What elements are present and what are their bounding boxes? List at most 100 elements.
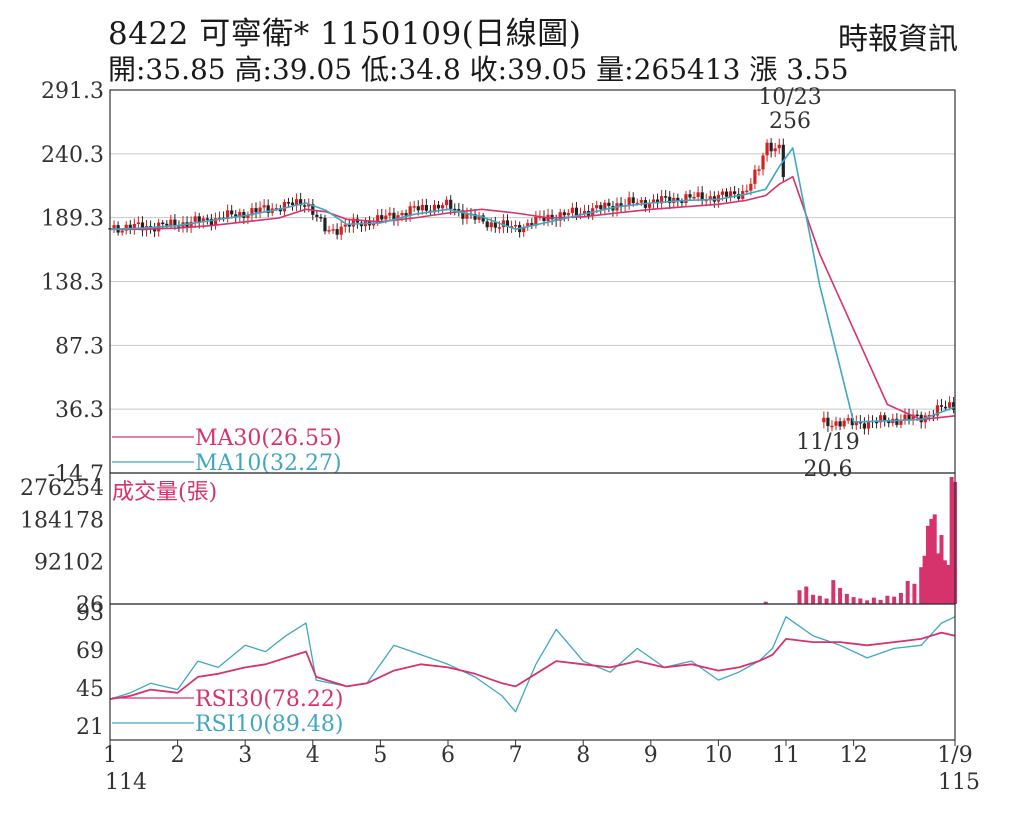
candle-body bbox=[635, 202, 639, 205]
candle-body bbox=[238, 211, 242, 218]
candle-body bbox=[834, 421, 838, 426]
candle-body bbox=[737, 194, 741, 199]
price-tick-label: -14.7 bbox=[48, 462, 104, 487]
ma30-line bbox=[110, 175, 956, 421]
candle-body bbox=[631, 197, 635, 204]
candle-body bbox=[639, 200, 643, 203]
candle-body bbox=[570, 207, 574, 213]
candle-body bbox=[952, 402, 956, 410]
rsi10-line bbox=[109, 616, 956, 713]
ma30-legend-label: MA30(26.55) bbox=[195, 426, 342, 451]
candle-body bbox=[497, 227, 501, 229]
volume-tick-label: 276254 bbox=[20, 476, 104, 501]
candle-body bbox=[684, 194, 688, 203]
x-year-start-label: 114 bbox=[105, 770, 147, 795]
candle-body bbox=[319, 216, 323, 219]
candle-body bbox=[473, 213, 477, 220]
price-tick-label: 87.3 bbox=[55, 334, 104, 359]
candle-body bbox=[574, 207, 579, 216]
candle-body bbox=[282, 202, 287, 212]
candle-body bbox=[509, 226, 514, 228]
candle-body bbox=[205, 218, 209, 220]
candle-body bbox=[501, 220, 506, 228]
candle-body bbox=[879, 415, 883, 423]
price-tick-label: 138.3 bbox=[41, 271, 104, 296]
volume-bar bbox=[865, 600, 870, 604]
x-tick-label: 9 bbox=[644, 743, 658, 768]
x-tick-label: 7 bbox=[509, 743, 523, 768]
candle-body bbox=[603, 202, 607, 210]
volume-bar bbox=[838, 587, 843, 604]
candle-body bbox=[911, 414, 915, 420]
candle-body bbox=[136, 222, 140, 224]
volume-bar bbox=[905, 581, 910, 604]
candle-body bbox=[514, 224, 518, 227]
candle-body bbox=[842, 420, 846, 427]
candle-body bbox=[493, 222, 497, 228]
volume-bar bbox=[919, 567, 924, 604]
rsi-tick-label: 69 bbox=[76, 639, 104, 664]
volume-bar bbox=[892, 596, 897, 604]
rsi-tick-label: 93 bbox=[76, 601, 104, 626]
candle-body bbox=[522, 226, 526, 233]
chart-title: 8422 可寧衛* 1150109(日線圖) bbox=[108, 16, 582, 52]
candle-body bbox=[866, 420, 871, 429]
candle-body bbox=[173, 219, 177, 227]
candle-body bbox=[424, 205, 428, 211]
peak-date-annotation: 10/23 bbox=[758, 85, 821, 110]
candle-body bbox=[822, 417, 826, 423]
candle-body bbox=[850, 418, 854, 426]
candle-body bbox=[343, 224, 347, 227]
candle-body bbox=[927, 414, 931, 417]
quote-summary: 開:35.85 高:39.05 低:34.8 收:39.05 量:265413 … bbox=[108, 53, 849, 86]
candle-body bbox=[457, 209, 461, 211]
candle-body bbox=[449, 199, 453, 209]
candle-body bbox=[290, 202, 295, 206]
candle-body bbox=[189, 221, 193, 227]
candle-body bbox=[477, 215, 481, 220]
candle-body bbox=[749, 183, 753, 191]
candle-body bbox=[660, 196, 664, 204]
candle-body bbox=[412, 206, 416, 208]
candle-body bbox=[854, 421, 858, 426]
volume-bar bbox=[925, 525, 930, 604]
candle-body bbox=[769, 142, 773, 152]
volume-bar bbox=[912, 583, 917, 604]
candle-body bbox=[372, 223, 376, 226]
volume-panel-frame bbox=[109, 472, 956, 605]
candle-body bbox=[947, 402, 952, 408]
volume-bar bbox=[858, 598, 863, 604]
candle-body bbox=[380, 215, 384, 220]
volume-bar bbox=[946, 564, 951, 604]
candle-body bbox=[542, 216, 546, 221]
candle-body bbox=[384, 215, 388, 220]
candle-body bbox=[647, 203, 652, 208]
ma10-legend-label: MA10(32.27) bbox=[195, 451, 342, 476]
candle-body bbox=[550, 214, 554, 220]
candle-body bbox=[465, 213, 469, 219]
candle-body bbox=[230, 210, 234, 215]
candle-body bbox=[708, 196, 712, 200]
volume-bar bbox=[824, 598, 829, 604]
candle-body bbox=[112, 225, 116, 230]
candle-body bbox=[919, 414, 923, 423]
x-tick-label: 10 bbox=[704, 743, 732, 768]
candle-body bbox=[217, 217, 222, 220]
candle-body bbox=[400, 212, 404, 216]
candle-body bbox=[935, 405, 940, 416]
candle-body bbox=[408, 206, 412, 216]
candle-body bbox=[874, 421, 879, 424]
volume-bar bbox=[885, 595, 890, 604]
candle-body bbox=[895, 418, 899, 425]
candle-body bbox=[266, 205, 270, 213]
candle-body bbox=[161, 222, 165, 225]
x-tick-label: 1/9 bbox=[937, 743, 972, 768]
candle-body bbox=[939, 405, 944, 407]
candle-body bbox=[505, 220, 510, 227]
candle-body bbox=[651, 199, 656, 204]
candle-body bbox=[294, 199, 299, 206]
x-tick-label: 1 bbox=[103, 743, 117, 768]
candle-body bbox=[299, 199, 303, 206]
rsi-tick-label: 21 bbox=[76, 715, 104, 740]
volume-bar bbox=[844, 593, 849, 604]
